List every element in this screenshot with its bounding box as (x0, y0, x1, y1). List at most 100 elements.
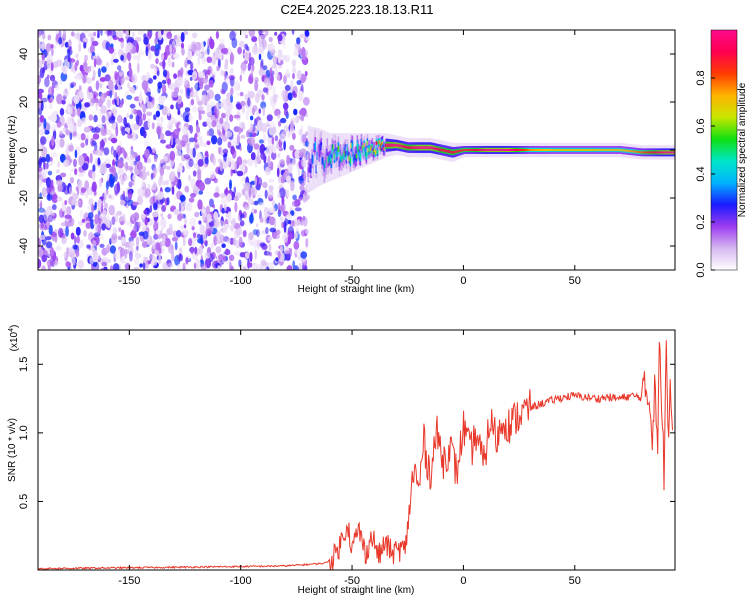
heatmap-noise-cell (69, 132, 73, 141)
heatmap-noise-cell (125, 30, 130, 38)
heatmap-noise-cell (106, 99, 112, 109)
heatmap-signal-cell (401, 145, 404, 148)
heatmap-noise-cell (168, 244, 175, 254)
heatmap-noise-cell (130, 123, 134, 129)
heatmap-noise-cell (68, 144, 74, 152)
heatmap-noise-cell (143, 130, 147, 139)
heatmap-noise-cell (38, 98, 41, 103)
heatmap-signal-cell (433, 147, 436, 150)
heatmap-signal-cell (418, 146, 421, 149)
heatmap-noise-cell (90, 36, 95, 43)
heatmap-signal-cell (342, 152, 345, 159)
heatmap-noise-cell (204, 252, 211, 260)
heatmap-noise-cell (260, 58, 264, 67)
heatmap-noise-cell (248, 136, 256, 147)
heatmap-noise-cell (244, 252, 250, 259)
heatmap-noise-cell (83, 126, 91, 133)
heatmap-noise-cell (247, 62, 252, 72)
heatmap-noise-cell (221, 90, 226, 95)
heatmap-noise-cell (209, 198, 214, 208)
heatmap-signal-cell (367, 148, 370, 153)
heatmap-noise-cell (99, 77, 107, 82)
heatmap-signal-cell (322, 157, 325, 165)
heatmap-signal-cell (492, 149, 495, 151)
heatmap-signal-cell (437, 147, 440, 151)
heatmap-noise-cell (74, 62, 78, 72)
heatmap-signal-cell (548, 149, 550, 151)
heatmap-noise-cell (182, 229, 188, 236)
heatmap-noise-cell (177, 213, 183, 222)
heatmap-signal-cell (370, 145, 373, 151)
heatmap-noise-cell (245, 34, 248, 39)
heatmap-signal-cell (563, 149, 565, 151)
heatmap-noise-cell (191, 106, 198, 113)
heatmap-signal-cell (335, 151, 338, 159)
heatmap-signal-cell (442, 149, 445, 152)
heatmap-noise-cell (70, 81, 77, 87)
heatmap-noise-cell (141, 241, 148, 248)
heatmap-noise-cell (107, 30, 112, 36)
heatmap-noise-cell (93, 31, 96, 37)
heatmap-noise-cell (38, 106, 43, 116)
heatmap-noise-cell (142, 230, 149, 240)
heatmap-noise-cell (229, 55, 234, 65)
heatmap-signal-cell (662, 151, 664, 154)
heatmap-signal-cell (612, 149, 614, 151)
spectrogram-x-tick-label: -150 (118, 275, 140, 287)
heatmap-noise-cell (218, 147, 222, 154)
heatmap-signal-cell (347, 150, 350, 157)
heatmap-noise-cell (153, 154, 158, 163)
heatmap-signal-cell (639, 151, 641, 154)
heatmap-noise-cell (298, 262, 302, 270)
heatmap-noise-cell (160, 218, 167, 229)
heatmap-noise-cell (173, 35, 178, 40)
snr-frame (37, 329, 676, 571)
heatmap-signal-cell (446, 149, 449, 153)
heatmap-noise-cell (291, 158, 296, 166)
heatmap-noise-cell (287, 163, 293, 174)
heatmap-noise-cell (300, 258, 306, 263)
heatmap-signal-cell (621, 149, 623, 152)
heatmap-noise-cell (63, 252, 67, 258)
heatmap-noise-cell (296, 219, 301, 227)
heatmap-noise-cell (108, 79, 114, 91)
heatmap-noise-cell (158, 253, 161, 265)
heatmap-noise-cell (68, 122, 74, 129)
heatmap-noise-cell (301, 46, 306, 58)
heatmap-noise-cell (197, 199, 203, 210)
heatmap-noise-cell (72, 131, 77, 137)
heatmap-noise-cell (164, 186, 171, 193)
heatmap-noise-cell (219, 193, 226, 198)
heatmap-signal-cell (330, 157, 333, 165)
heatmap-signal-cell (649, 151, 651, 154)
heatmap-signal-cell (371, 144, 374, 149)
heatmap-noise-cell (205, 102, 211, 111)
heatmap-signal-cell (596, 149, 598, 151)
heatmap-noise-cell (181, 134, 189, 144)
heatmap-noise-cell (127, 82, 130, 89)
heatmap-noise-cell (264, 189, 268, 199)
heatmap-noise-cell (120, 220, 125, 226)
heatmap-noise-cell (300, 115, 305, 122)
heatmap-noise-cell (251, 207, 255, 214)
heatmap-noise-cell (189, 217, 196, 227)
heatmap-noise-cell (141, 214, 146, 219)
heatmap-noise-cell (77, 179, 83, 189)
heatmap-noise-cell (45, 153, 51, 163)
heatmap-noise-cell (84, 54, 89, 61)
heatmap-noise-cell (249, 115, 254, 121)
heatmap-signal-cell (328, 155, 331, 163)
heatmap-noise-cell (170, 104, 174, 110)
heatmap-noise-cell (152, 255, 157, 264)
heatmap-noise-cell (134, 253, 142, 259)
heatmap-signal-cell (369, 147, 372, 152)
spectrogram-x-axis-label: Height of straight line (km) (298, 284, 415, 295)
heatmap-noise-cell (204, 156, 209, 165)
heatmap-signal-cell (480, 149, 483, 151)
heatmap-noise-cell (201, 209, 206, 213)
heatmap-noise-cell (197, 151, 203, 162)
heatmap-noise-cell (92, 240, 97, 246)
heatmap-noise-cell (129, 114, 134, 120)
heatmap-signal-cell (325, 156, 328, 164)
heatmap-signal-cell (605, 149, 607, 151)
